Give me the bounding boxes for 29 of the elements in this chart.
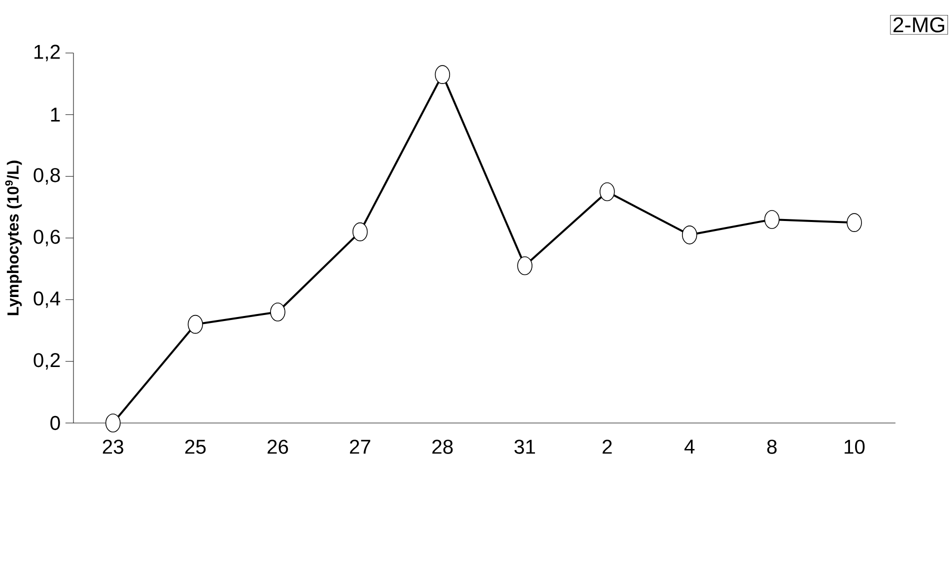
y-tick-label: 1: [51, 108, 60, 122]
x-tick-label: 25: [185, 440, 206, 454]
x-tick-label: 10: [844, 440, 865, 454]
point: [682, 226, 698, 244]
y-axis-title: Lymphocytes (10$^{9}$/L): [5, 160, 22, 316]
x-tick-label: 4: [684, 440, 695, 454]
point: [188, 314, 203, 334]
point: [764, 210, 780, 229]
point: [352, 222, 368, 242]
x-tick-label: 8: [767, 440, 777, 454]
y-tick-label: 0,2: [34, 353, 60, 370]
point: [600, 182, 615, 202]
y-tick-label: 0,6: [34, 230, 60, 246]
y-tick-label: 0,4: [34, 291, 60, 308]
y-tick-label: 1,2: [34, 44, 60, 62]
point: [270, 302, 286, 322]
x-tick-label: 23: [102, 440, 124, 454]
y-tick-label: 0,8: [34, 168, 60, 185]
x-tick-label: 31: [514, 440, 535, 454]
point: [434, 65, 450, 84]
x-tick-label: 26: [268, 440, 288, 454]
y-tick-label: 0: [50, 416, 60, 430]
text: 2-MG: [893, 17, 944, 32]
point: [846, 213, 862, 232]
x-tick-label: 27: [350, 440, 370, 454]
x-tick-label: 2: [602, 440, 612, 454]
x-tick-label: 28: [432, 440, 453, 454]
point: [517, 256, 532, 276]
point: [105, 414, 121, 432]
